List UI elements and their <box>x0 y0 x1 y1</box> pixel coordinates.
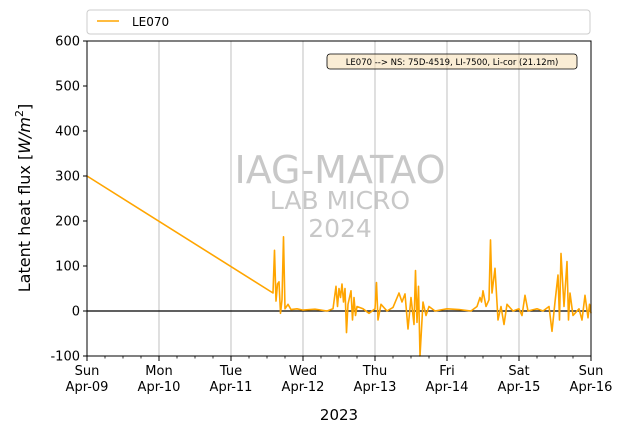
watermark: IAG-MATAO LAB MICRO 2024 <box>234 148 445 243</box>
y-tick-label: 400 <box>55 125 80 140</box>
y-tick-label: 200 <box>55 215 80 230</box>
x-tick-label: Apr-16 <box>570 380 613 395</box>
y-axis: -100 0 100 200 300 400 500 600 <box>50 35 87 365</box>
x-tick-day: Wed <box>289 364 317 379</box>
watermark-line-3: 2024 <box>308 214 372 243</box>
legend-label-le070: LE070 <box>132 15 169 29</box>
x-axis-label: 2023 <box>320 406 358 424</box>
y-axis-label: Latent heat flux [W/m2] <box>13 104 34 293</box>
x-tick-day: Thu <box>362 364 387 379</box>
y-tick-label: 100 <box>55 260 80 275</box>
y-tick-label: 500 <box>55 80 80 95</box>
x-tick-day: Tue <box>219 364 242 379</box>
y-axis-label-text: Latent heat flux [ <box>15 154 34 293</box>
y-tick-label: 300 <box>55 170 80 185</box>
x-tick-label: Apr-11 <box>210 380 253 395</box>
x-tick-day: Sun <box>75 364 100 379</box>
y-tick-label: -100 <box>50 350 80 365</box>
y-axis-label-exponent: 2 <box>13 110 26 117</box>
watermark-line-2: LAB MICRO <box>270 186 410 215</box>
y-axis-label-unit: W/m <box>15 117 34 154</box>
y-axis-label-close: ] <box>15 104 34 110</box>
x-tick-label: Apr-10 <box>138 380 181 395</box>
x-tick-label: Apr-12 <box>282 380 325 395</box>
x-tick-day: Fri <box>439 364 455 379</box>
x-tick-day: Sat <box>508 364 529 379</box>
x-tick-label: Apr-09 <box>66 380 109 395</box>
y-tick-label: 0 <box>72 305 80 320</box>
series-line-le070 <box>86 175 592 357</box>
y-tick-label: 600 <box>55 35 80 50</box>
x-tick-label: Apr-13 <box>354 380 397 395</box>
x-axis: SunApr-09MonApr-10TueApr-11WedApr-12ThuA… <box>66 356 613 395</box>
x-tick-day: Mon <box>145 364 172 379</box>
x-tick-label: Apr-14 <box>426 380 469 395</box>
annotation-box: LE070 --> NS: 75D-4519, LI-7500, Li-cor … <box>326 53 578 70</box>
x-tick-day: Sun <box>579 364 604 379</box>
grid-lines <box>158 41 520 356</box>
legend-frame <box>86 9 591 35</box>
legend: LE070 <box>86 9 591 35</box>
watermark-line-1: IAG-MATAO <box>234 148 445 192</box>
annotation-background <box>326 53 578 70</box>
annotation-text: LE070 --> NS: 75D-4519, LI-7500, Li-cor … <box>346 58 559 68</box>
x-tick-label: Apr-15 <box>498 380 541 395</box>
